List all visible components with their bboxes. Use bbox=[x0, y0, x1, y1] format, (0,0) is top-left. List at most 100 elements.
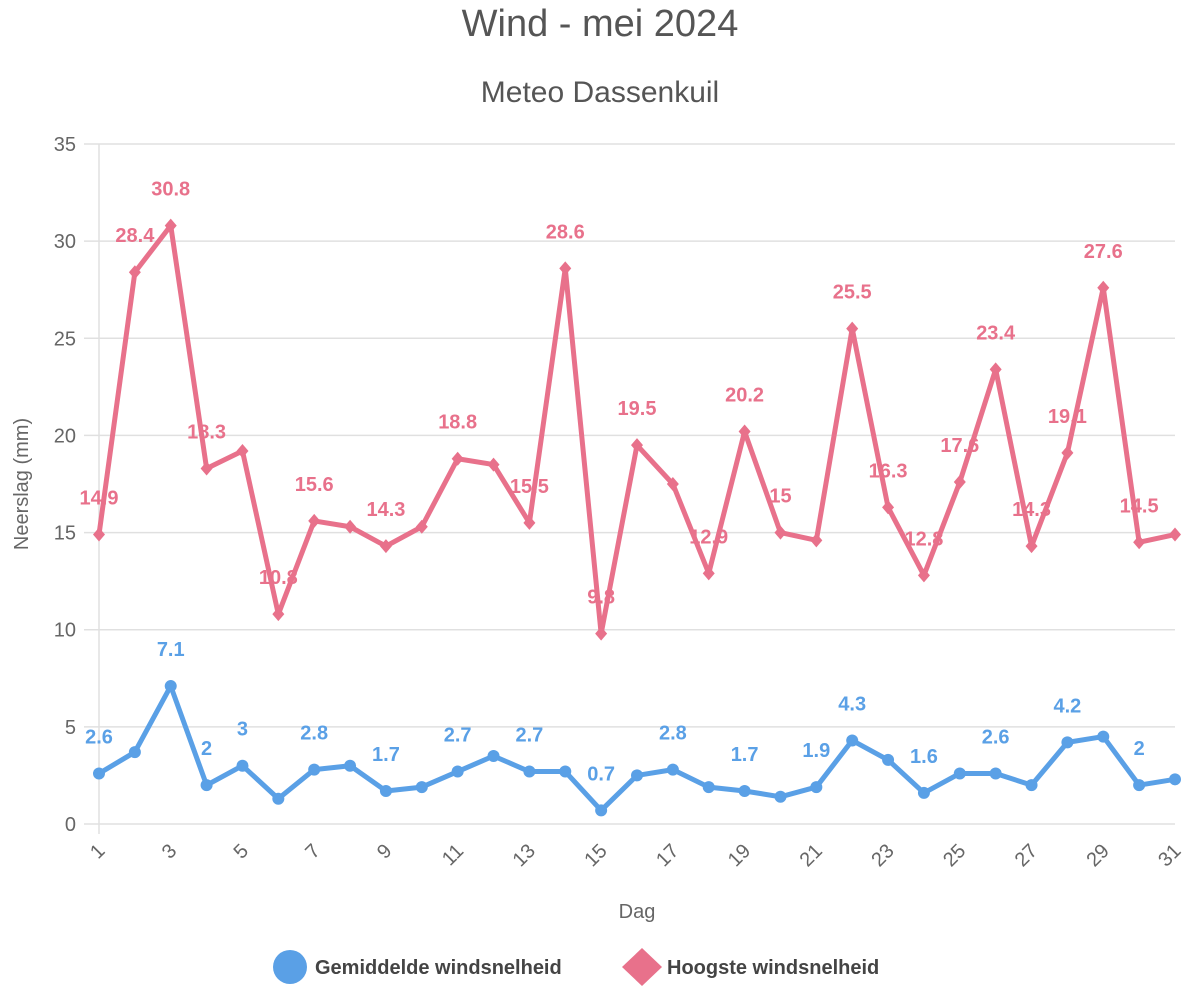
data-label: 2.6 bbox=[982, 726, 1010, 748]
chart-subtitle: Meteo Dassenkuil bbox=[481, 76, 719, 109]
legend-label-hoogste: Hoogste windsnelheid bbox=[667, 957, 879, 979]
x-axis-title: Dag bbox=[619, 901, 656, 923]
data-point[interactable] bbox=[1061, 445, 1074, 460]
data-point[interactable] bbox=[236, 443, 249, 458]
legend-item-hoogste[interactable]: Hoogste windsnelheid bbox=[622, 948, 879, 986]
data-point[interactable] bbox=[666, 477, 679, 491]
data-point[interactable] bbox=[595, 804, 608, 817]
data-point[interactable] bbox=[1133, 779, 1146, 792]
data-point[interactable] bbox=[1169, 773, 1181, 786]
data-label: 2.8 bbox=[659, 723, 687, 745]
data-point[interactable] bbox=[415, 781, 428, 794]
x-tick-label: 27 bbox=[1011, 840, 1042, 871]
data-point[interactable] bbox=[451, 451, 464, 466]
data-label: 14.5 bbox=[1120, 495, 1159, 517]
data-label: 30.8 bbox=[151, 179, 190, 201]
x-tick-label: 5 bbox=[230, 840, 253, 863]
data-point[interactable] bbox=[128, 265, 141, 280]
data-point[interactable] bbox=[953, 767, 966, 780]
data-label: 19.5 bbox=[618, 398, 657, 420]
data-label: 12.9 bbox=[689, 526, 728, 548]
data-point[interactable] bbox=[164, 218, 177, 233]
data-label: 27.6 bbox=[1084, 241, 1123, 263]
x-axis-ticks: 1 3 5 7 9 11 13 15 17 19 21 23 25 27 29 31 bbox=[86, 840, 1185, 871]
data-label: 7.1 bbox=[157, 639, 185, 661]
data-point[interactable] bbox=[308, 513, 321, 528]
data-label: 18.3 bbox=[187, 421, 226, 443]
data-point[interactable] bbox=[738, 784, 751, 797]
data-label: 2 bbox=[201, 738, 212, 760]
data-point[interactable] bbox=[810, 781, 823, 794]
data-point[interactable] bbox=[810, 533, 823, 548]
data-point[interactable] bbox=[846, 321, 859, 336]
data-point[interactable] bbox=[128, 746, 141, 759]
data-point[interactable] bbox=[953, 475, 966, 490]
data-label: 2.6 bbox=[85, 726, 113, 748]
data-point[interactable] bbox=[917, 568, 930, 583]
data-point[interactable] bbox=[1025, 779, 1038, 792]
data-point[interactable] bbox=[702, 566, 715, 581]
data-point[interactable] bbox=[344, 519, 357, 534]
data-point[interactable] bbox=[917, 786, 930, 799]
data-point[interactable] bbox=[989, 362, 1002, 377]
data-point[interactable] bbox=[487, 457, 500, 472]
data-point[interactable] bbox=[882, 500, 895, 515]
data-point[interactable] bbox=[93, 767, 105, 780]
data-point[interactable] bbox=[379, 539, 392, 554]
data-point[interactable] bbox=[451, 765, 464, 778]
data-label: 2.7 bbox=[444, 725, 472, 747]
data-point[interactable] bbox=[523, 515, 536, 530]
x-tick-label: 31 bbox=[1154, 840, 1185, 871]
data-point[interactable] bbox=[666, 763, 679, 776]
data-point[interactable] bbox=[1133, 535, 1146, 550]
data-point[interactable] bbox=[1061, 736, 1074, 749]
x-tick-label: 29 bbox=[1083, 840, 1114, 871]
data-label: 17.6 bbox=[940, 435, 979, 457]
y-axis-title: Neerslag (mm) bbox=[11, 418, 33, 550]
data-point[interactable] bbox=[344, 759, 357, 772]
data-point[interactable] bbox=[523, 765, 536, 778]
data-point[interactable] bbox=[1097, 280, 1110, 295]
data-point[interactable] bbox=[200, 461, 213, 476]
data-point[interactable] bbox=[774, 790, 787, 803]
data-label: 28.6 bbox=[546, 221, 585, 243]
x-tick-label: 11 bbox=[438, 840, 468, 870]
data-label: 4.3 bbox=[838, 693, 866, 715]
data-point[interactable] bbox=[774, 525, 787, 540]
legend-item-gemiddelde[interactable]: Gemiddelde windsnelheid bbox=[273, 950, 562, 984]
data-label: 14.3 bbox=[1012, 499, 1051, 521]
data-point[interactable] bbox=[272, 607, 285, 622]
data-point[interactable] bbox=[846, 734, 859, 747]
data-label: 1.9 bbox=[802, 740, 830, 762]
data-point[interactable] bbox=[989, 767, 1002, 780]
data-point[interactable] bbox=[559, 261, 572, 276]
data-point[interactable] bbox=[595, 626, 608, 641]
data-point[interactable] bbox=[702, 781, 715, 794]
data-point[interactable] bbox=[308, 763, 321, 776]
data-labels: 2.6 7.1 2 3 2.8 1.7 2.7 2.7 0.7 2.8 1.7 1.9 4.3 1.6 2.… bbox=[80, 179, 1159, 786]
data-point[interactable] bbox=[1169, 527, 1181, 542]
data-point[interactable] bbox=[738, 424, 751, 439]
data-point[interactable] bbox=[272, 792, 285, 805]
data-point[interactable] bbox=[164, 680, 177, 693]
data-point[interactable] bbox=[882, 753, 895, 766]
chart-title: Wind - mei 2024 bbox=[462, 3, 739, 45]
data-point[interactable] bbox=[200, 779, 213, 792]
data-point[interactable] bbox=[1097, 730, 1110, 743]
data-point[interactable] bbox=[631, 769, 643, 782]
data-point[interactable] bbox=[379, 784, 392, 797]
data-label: 19.1 bbox=[1048, 406, 1087, 428]
data-point[interactable] bbox=[93, 527, 105, 542]
y-tick-label: 5 bbox=[65, 717, 76, 739]
data-point[interactable] bbox=[415, 519, 428, 534]
data-point[interactable] bbox=[236, 759, 249, 772]
data-point[interactable] bbox=[1025, 539, 1038, 554]
y-tick-label: 25 bbox=[54, 328, 76, 350]
x-tick-label: 23 bbox=[867, 840, 898, 871]
data-label: 0.7 bbox=[587, 763, 615, 785]
data-point[interactable] bbox=[631, 438, 643, 453]
data-point[interactable] bbox=[487, 750, 500, 762]
data-label: 15 bbox=[769, 486, 791, 508]
data-point[interactable] bbox=[559, 765, 572, 778]
